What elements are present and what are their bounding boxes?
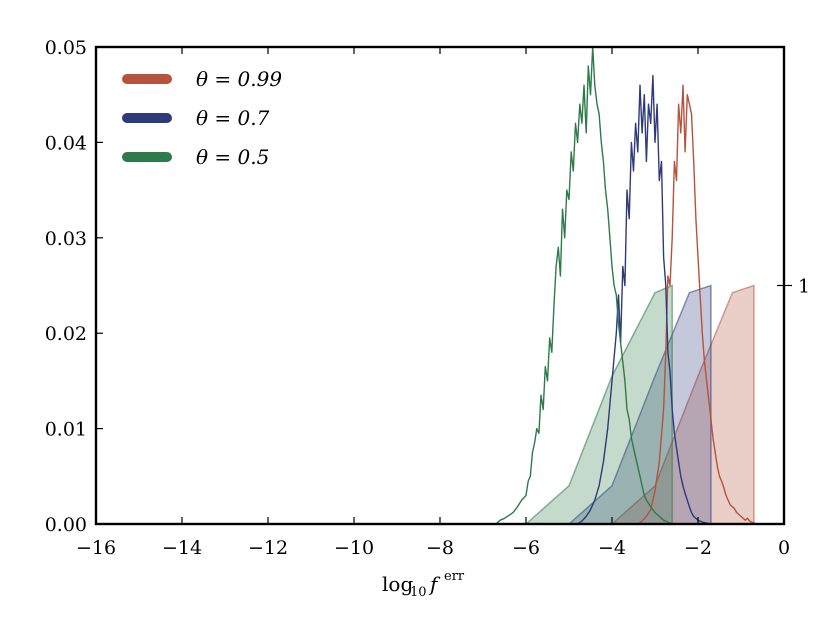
histogram-line-1: [577, 74, 712, 525]
y-tick-label: 0.05: [45, 37, 87, 59]
x-tick-label: −14: [162, 537, 202, 559]
x-tick-label: −2: [684, 537, 712, 559]
x-axis-label-base: log: [382, 572, 413, 596]
x-axis-label-subscript: 10: [410, 585, 427, 600]
x-tick-label: −10: [334, 537, 374, 559]
right-y-tick-label: 1: [798, 276, 810, 298]
legend-label-2: θ = 0.5: [196, 145, 269, 169]
x-tick-label: −16: [76, 537, 116, 559]
histogram-layer: [495, 46, 757, 525]
x-tick-label: −12: [248, 537, 288, 559]
x-tick-label: −4: [598, 537, 626, 559]
legend-label-1: θ = 0.7: [196, 106, 270, 130]
y-tick-label: 0.02: [45, 323, 87, 345]
x-tick-label: −8: [426, 537, 454, 559]
y-tick-label: 0.04: [45, 132, 87, 154]
legend-label-0: θ = 0.99: [196, 67, 282, 91]
histogram-line-0: [637, 84, 757, 525]
y-tick-label: 0.00: [45, 514, 87, 536]
tick-layer: −16 −14 −12 −10 −8 −6 −4 −2 0 0.00 0.01 0.02 0.03 0.0…: [45, 37, 810, 559]
x-tick-label: 0: [778, 537, 790, 559]
x-tick-label: −6: [512, 537, 540, 559]
legend: θ = 0.99 θ = 0.7 θ = 0.5: [122, 67, 282, 169]
y-tick-label: 0.03: [45, 228, 87, 250]
y-tick-label: 0.01: [45, 419, 87, 441]
x-axis-label-superscript: err: [444, 569, 465, 584]
histogram-line-2: [495, 46, 673, 525]
